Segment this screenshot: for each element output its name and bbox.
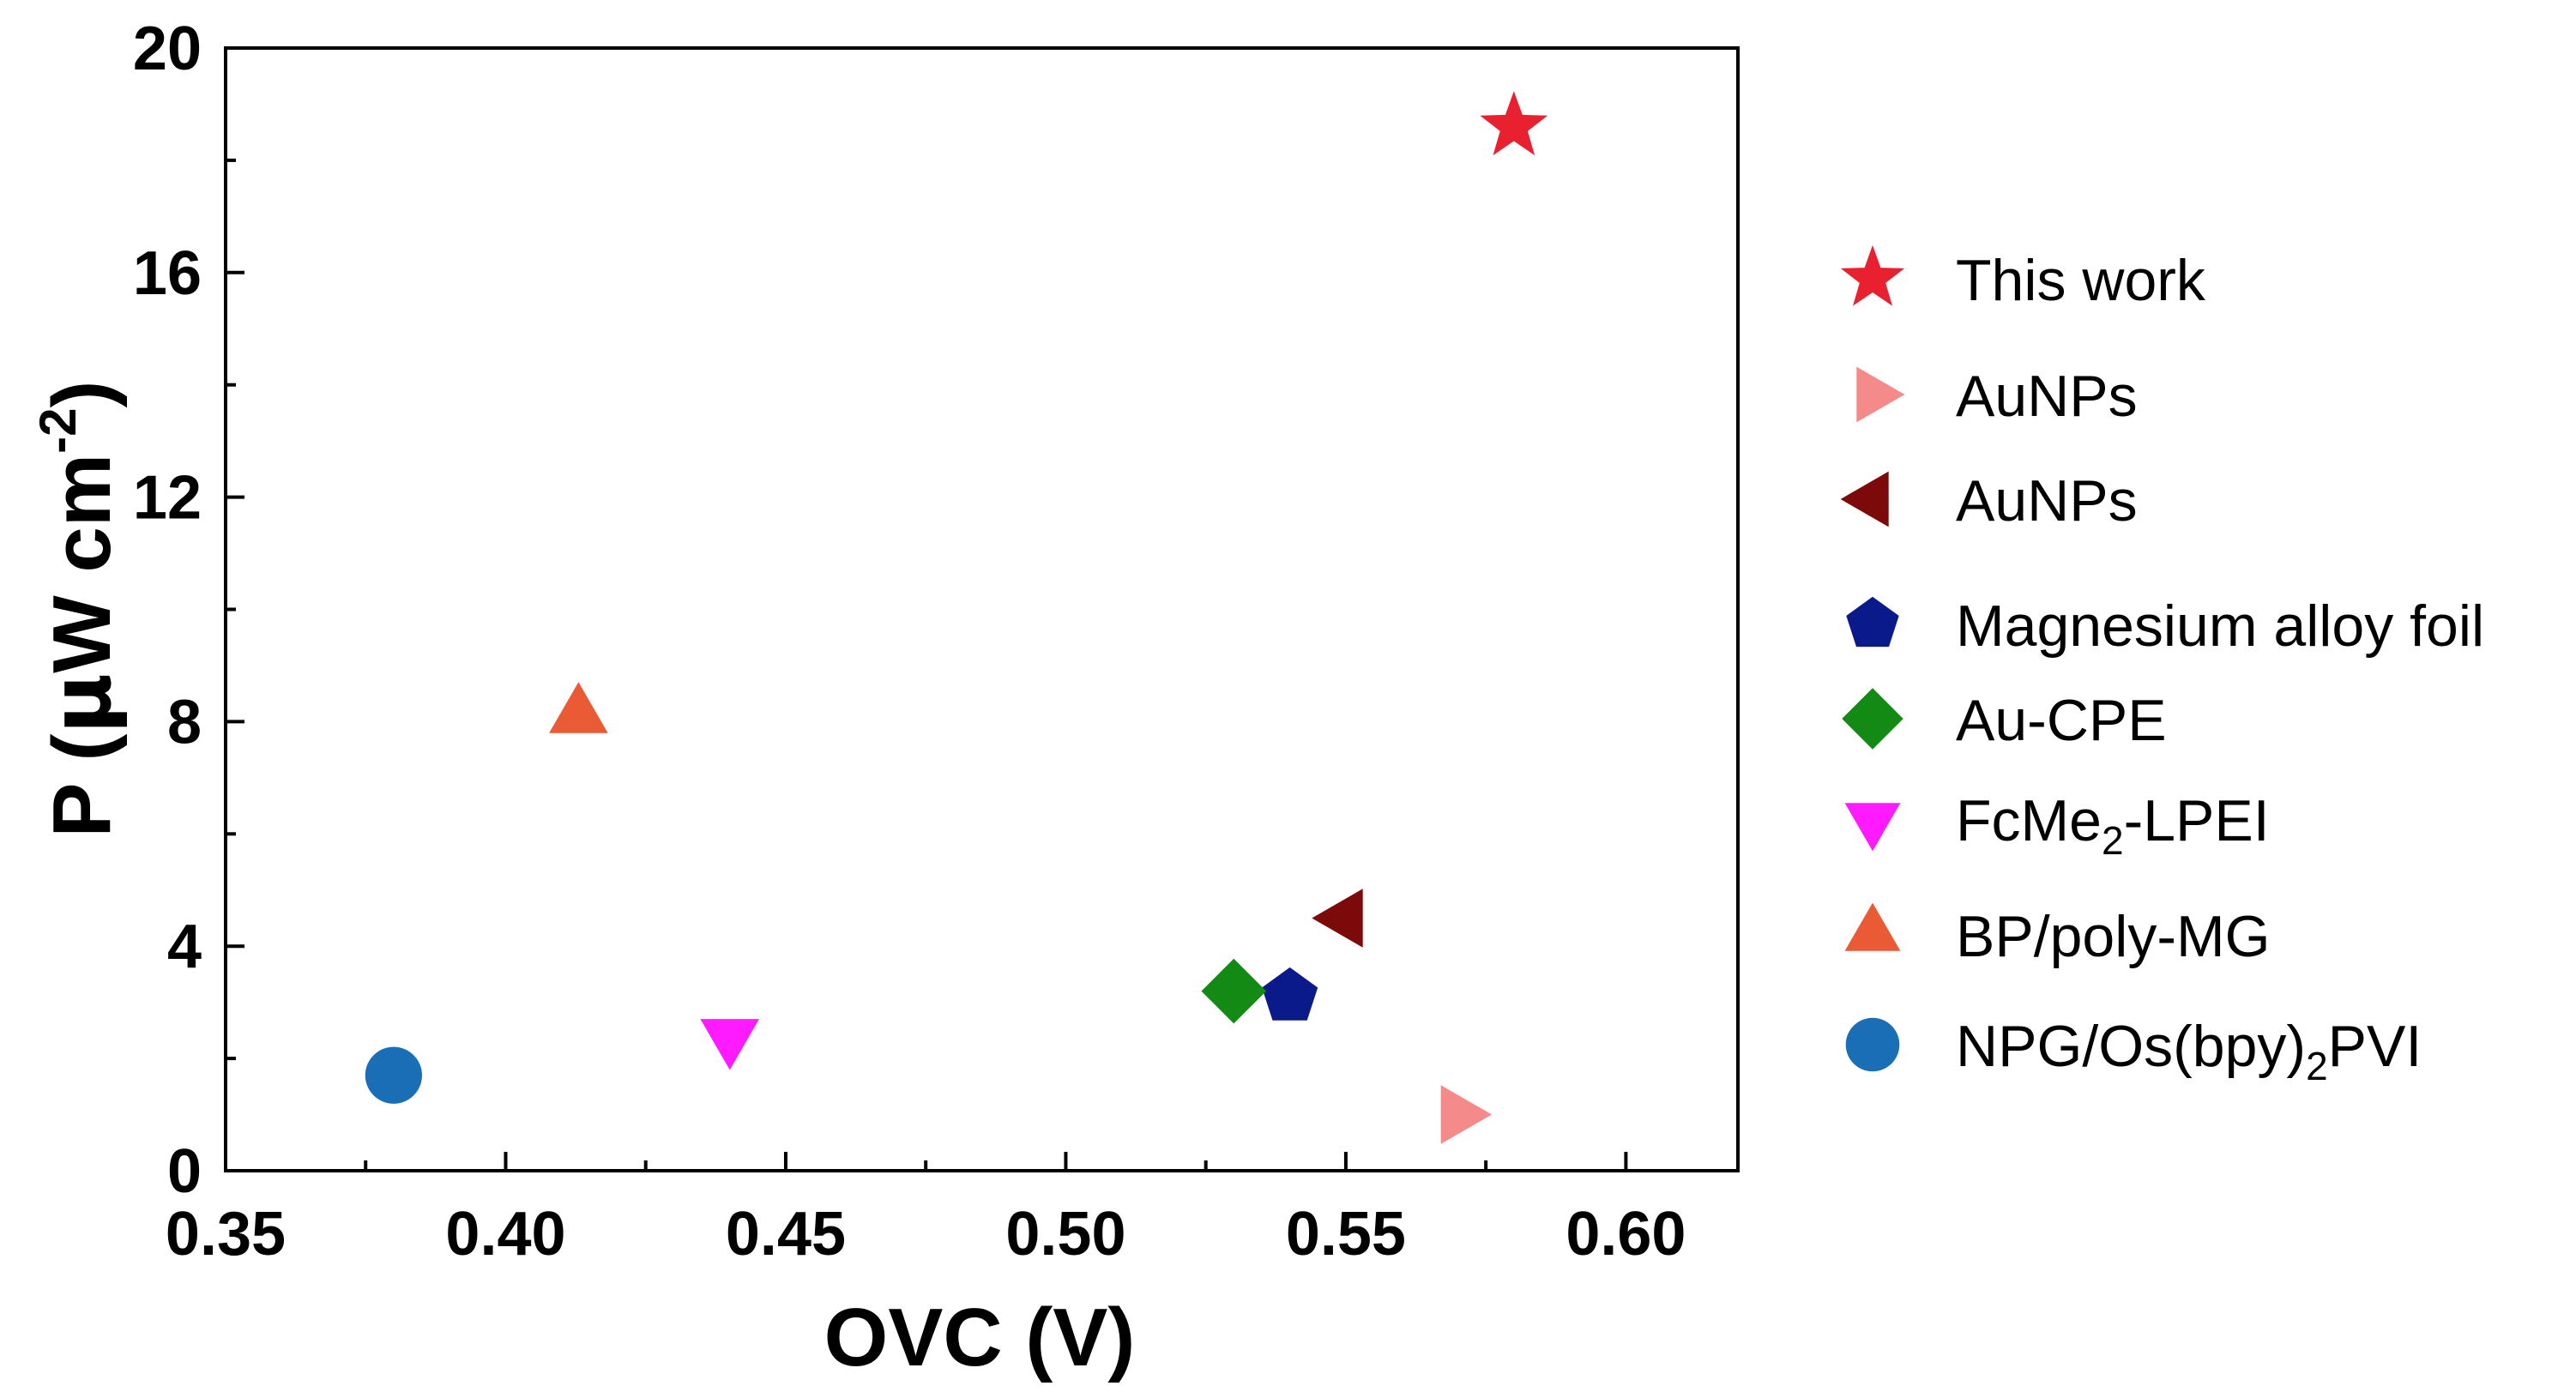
x-axis-title: OVC (V) <box>824 1292 1136 1383</box>
legend-label: AuNPs <box>1956 364 2138 429</box>
y-tick-label: 0 <box>167 1137 202 1206</box>
x-tick-label: 0.55 <box>1286 1200 1406 1268</box>
y-tick-label: 8 <box>167 688 202 756</box>
legend-label: FcMe2-LPEI <box>1956 788 2270 863</box>
legend-marker-triangle-down <box>1844 803 1901 852</box>
x-axis-title-main: OVC <box>824 1292 1003 1383</box>
legend-marker-star <box>1840 244 1905 306</box>
axis-ticks <box>224 46 1628 1172</box>
legend-marker-triangle-left <box>1840 471 1889 527</box>
legend-marker-triangle-right <box>1856 366 1905 423</box>
data-points <box>365 91 1548 1144</box>
y-tick-label: 16 <box>133 239 202 308</box>
plot-frame <box>224 46 1740 1172</box>
tick-labels: 0.35 0.40 0.45 0.50 0.55 0.60 0 4 8 12 16 20 <box>133 15 1686 1268</box>
y-axis-title-open: ( <box>36 734 128 762</box>
data-point-circle <box>365 1046 423 1104</box>
data-point-triangle-left <box>1312 889 1363 948</box>
legend: This work AuNPs AuNPs Magnesium alloy foil A… <box>1840 244 2484 1088</box>
x-tick-label: 0.45 <box>726 1200 846 1268</box>
legend-label: NPG/Os(bpy)2PVI <box>1956 1014 2422 1088</box>
x-tick-label: 0.50 <box>1005 1200 1125 1268</box>
legend-label: AuNPs <box>1956 468 2138 533</box>
legend-marker-triangle-up <box>1844 902 1901 951</box>
x-axis-title-unit: (V) <box>1025 1292 1135 1383</box>
legend-label: Magnesium alloy foil <box>1956 594 2484 659</box>
data-point-triangle-up <box>549 682 608 733</box>
x-tick-label: 0.40 <box>445 1200 565 1268</box>
y-axis-title-mu: μ <box>33 673 130 734</box>
legend-marker-circle <box>1845 1017 1900 1072</box>
y-axis-title-unit: W cm <box>36 454 128 673</box>
y-axis-title: P (μW cm-2) <box>29 381 130 838</box>
y-tick-label: 4 <box>167 913 202 981</box>
legend-label: Au-CPE <box>1956 688 2167 753</box>
x-tick-label: 0.35 <box>166 1200 286 1268</box>
y-axis-title-main: P <box>36 784 128 837</box>
y-axis-title-sup: -2 <box>29 408 87 454</box>
y-tick-label: 20 <box>133 15 202 83</box>
data-point-pentagon <box>1262 967 1318 1021</box>
legend-label: This work <box>1956 248 2206 313</box>
legend-marker-diamond <box>1842 688 1903 750</box>
y-axis-title-close: ) <box>36 381 128 408</box>
legend-label: BP/poly-MG <box>1956 904 2271 969</box>
data-point-diamond <box>1201 958 1267 1024</box>
y-tick-label: 12 <box>133 464 202 533</box>
legend-marker-pentagon <box>1846 596 1899 648</box>
data-point-triangle-down <box>700 1019 759 1070</box>
x-tick-label: 0.60 <box>1566 1200 1686 1268</box>
data-point-triangle-right <box>1440 1085 1493 1144</box>
data-point-star <box>1480 91 1548 156</box>
